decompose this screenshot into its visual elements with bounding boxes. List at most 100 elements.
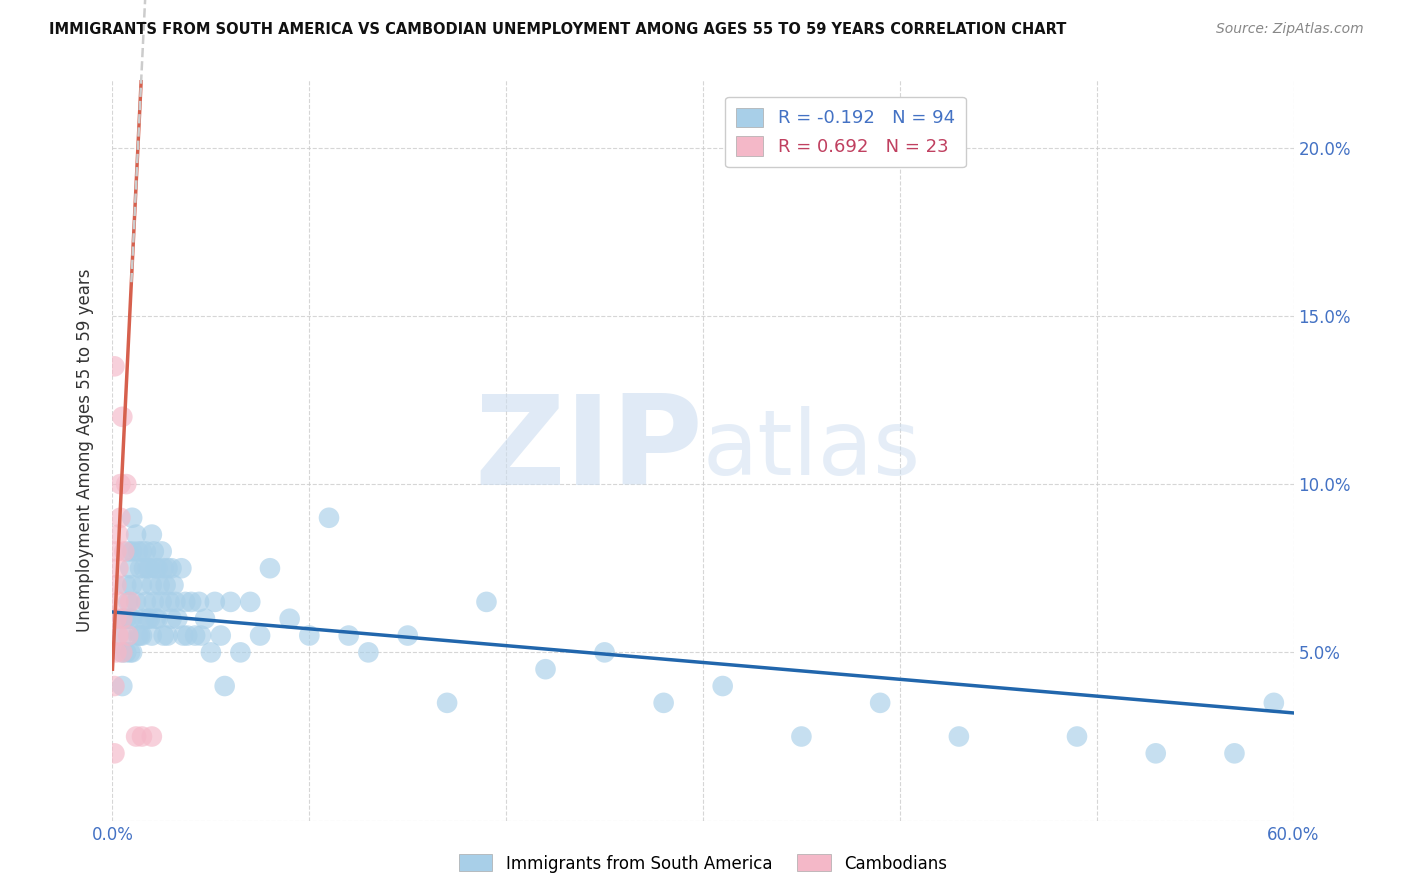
Point — [131, 578, 153, 592]
Point — [141, 527, 163, 541]
Point — [105, 612, 128, 626]
Point — [155, 578, 177, 592]
Point — [170, 561, 193, 575]
Point — [165, 595, 187, 609]
Point — [107, 561, 129, 575]
Point — [115, 477, 138, 491]
Point — [117, 595, 139, 609]
Point — [103, 359, 125, 374]
Legend: Immigrants from South America, Cambodians: Immigrants from South America, Cambodian… — [453, 847, 953, 880]
Point — [652, 696, 675, 710]
Point — [111, 628, 134, 642]
Point — [111, 645, 134, 659]
Point — [159, 595, 181, 609]
Point — [121, 510, 143, 524]
Point — [127, 544, 149, 558]
Point — [125, 595, 148, 609]
Point — [127, 628, 149, 642]
Point — [141, 628, 163, 642]
Point — [174, 595, 197, 609]
Point — [318, 510, 340, 524]
Point — [145, 561, 167, 575]
Point — [129, 628, 152, 642]
Point — [111, 679, 134, 693]
Point — [160, 561, 183, 575]
Point — [121, 578, 143, 592]
Point — [146, 612, 169, 626]
Point — [162, 578, 184, 592]
Point — [869, 696, 891, 710]
Point — [115, 612, 138, 626]
Point — [105, 645, 128, 659]
Point — [214, 679, 236, 693]
Point — [125, 527, 148, 541]
Point — [120, 595, 142, 609]
Point — [117, 628, 139, 642]
Point — [139, 561, 162, 575]
Point — [115, 578, 138, 592]
Point — [239, 595, 262, 609]
Point — [180, 595, 202, 609]
Point — [219, 595, 242, 609]
Point — [111, 612, 134, 626]
Point — [436, 696, 458, 710]
Point — [136, 612, 159, 626]
Point — [298, 628, 321, 642]
Point — [107, 527, 129, 541]
Point — [150, 544, 173, 558]
Point — [1144, 747, 1167, 761]
Point — [337, 628, 360, 642]
Point — [396, 628, 419, 642]
Legend: R = -0.192   N = 94, R = 0.692   N = 23: R = -0.192 N = 94, R = 0.692 N = 23 — [725, 96, 966, 167]
Point — [139, 612, 162, 626]
Point — [229, 645, 252, 659]
Point — [1223, 747, 1246, 761]
Point — [190, 628, 212, 642]
Point — [176, 628, 198, 642]
Point — [107, 628, 129, 642]
Point — [121, 544, 143, 558]
Point — [120, 561, 142, 575]
Point — [152, 628, 174, 642]
Point — [103, 747, 125, 761]
Point — [209, 628, 232, 642]
Point — [1066, 730, 1088, 744]
Point — [132, 561, 155, 575]
Point — [135, 544, 157, 558]
Point — [156, 628, 179, 642]
Text: atlas: atlas — [703, 407, 921, 494]
Point — [121, 645, 143, 659]
Point — [152, 561, 174, 575]
Point — [136, 561, 159, 575]
Point — [131, 628, 153, 642]
Text: ZIP: ZIP — [474, 390, 703, 511]
Point — [135, 595, 157, 609]
Point — [125, 730, 148, 744]
Point — [204, 595, 226, 609]
Point — [105, 544, 128, 558]
Point — [184, 628, 207, 642]
Point — [188, 595, 211, 609]
Point — [146, 561, 169, 575]
Text: Source: ZipAtlas.com: Source: ZipAtlas.com — [1216, 22, 1364, 37]
Point — [129, 561, 152, 575]
Point — [110, 510, 132, 524]
Point — [111, 409, 134, 424]
Point — [160, 612, 183, 626]
Point — [200, 645, 222, 659]
Point — [711, 679, 734, 693]
Point — [132, 612, 155, 626]
Point — [790, 730, 813, 744]
Text: IMMIGRANTS FROM SOUTH AMERICA VS CAMBODIAN UNEMPLOYMENT AMONG AGES 55 TO 59 YEAR: IMMIGRANTS FROM SOUTH AMERICA VS CAMBODI… — [49, 22, 1067, 37]
Point — [107, 595, 129, 609]
Point — [117, 544, 139, 558]
Y-axis label: Unemployment Among Ages 55 to 59 years: Unemployment Among Ages 55 to 59 years — [76, 268, 94, 632]
Point — [948, 730, 970, 744]
Point — [141, 578, 163, 592]
Point — [194, 612, 217, 626]
Point — [357, 645, 380, 659]
Point — [166, 612, 188, 626]
Point — [278, 612, 301, 626]
Point — [142, 595, 165, 609]
Point — [131, 544, 153, 558]
